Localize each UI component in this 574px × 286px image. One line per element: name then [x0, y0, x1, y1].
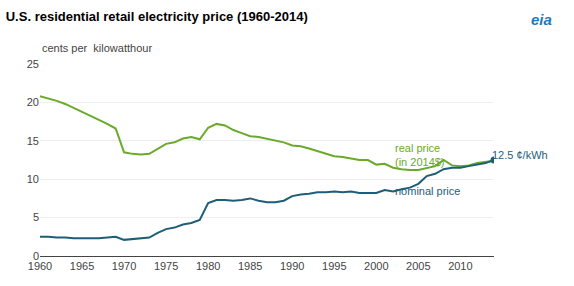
svg-text:1990: 1990 [280, 260, 304, 272]
svg-text:1985: 1985 [238, 260, 262, 272]
svg-text:15: 15 [27, 135, 39, 147]
svg-text:nominal price: nominal price [395, 185, 460, 197]
svg-text:real price(in 2014$): real price(in 2014$) [395, 142, 445, 168]
svg-text:1975: 1975 [154, 260, 178, 272]
svg-text:10: 10 [27, 173, 39, 185]
svg-text:eia: eia [531, 11, 552, 28]
svg-text:1970: 1970 [112, 260, 136, 272]
svg-text:5: 5 [33, 211, 39, 223]
svg-text:cents per kilowatthour: cents per kilowatthour [42, 42, 152, 54]
svg-text:0: 0 [33, 250, 39, 262]
svg-text:1965: 1965 [70, 260, 94, 272]
svg-text:U.S. residential retail electr: U.S. residential retail electricity pric… [6, 9, 308, 24]
svg-text:20: 20 [27, 96, 39, 108]
svg-text:1980: 1980 [196, 260, 220, 272]
svg-text:1960: 1960 [28, 260, 52, 272]
svg-text:25: 25 [27, 58, 39, 70]
svg-text:2000: 2000 [364, 260, 388, 272]
svg-text:12.5 ¢/kWh: 12.5 ¢/kWh [492, 149, 548, 161]
svg-text:1995: 1995 [322, 260, 346, 272]
svg-text:2010: 2010 [448, 260, 472, 272]
svg-text:2005: 2005 [406, 260, 430, 272]
